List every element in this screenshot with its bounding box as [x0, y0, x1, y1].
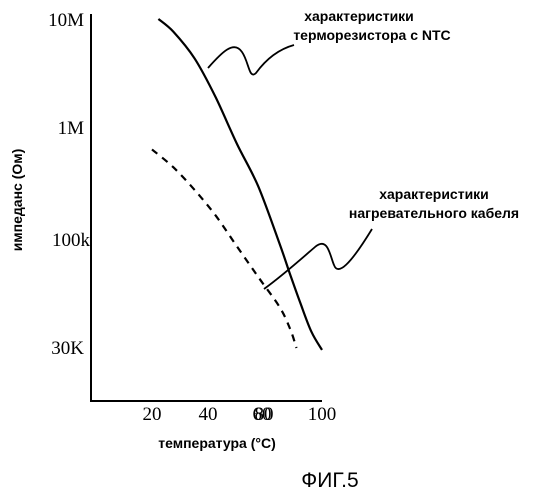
- figure-caption: ФИГ.5: [301, 469, 358, 492]
- axes: [91, 14, 322, 401]
- annotation-ntc-line-1: характеристики: [304, 8, 414, 24]
- x-tick-label-20: 20: [143, 404, 162, 425]
- annotation-ntc-line-2: терморезистора с NTC: [293, 27, 450, 43]
- y-tick-label-100k: 100k: [52, 230, 91, 251]
- annotation-leader-ntc: [208, 45, 294, 75]
- x-tick-label-40: 40: [199, 404, 218, 425]
- annotation-cable-line-1: характеристики: [379, 186, 489, 202]
- annotation-leader-cable: [264, 229, 372, 289]
- x-tick-label-80: 80: [255, 404, 274, 425]
- annotation-cable-line-2: нагревательного кабеля: [349, 205, 519, 221]
- y-tick-label-30k: 30K: [51, 338, 84, 359]
- y-tick-label-1m: 1M: [58, 118, 85, 139]
- series-line-ntc-thermistor: [158, 19, 322, 350]
- x-tick-label-100: 100: [308, 404, 337, 425]
- y-tick-label-10m: 10M: [48, 10, 84, 31]
- y-axis-label: импеданс (Ом): [9, 149, 25, 252]
- x-axis-label: температура (°C): [158, 435, 275, 451]
- series-line-heating-cable: [152, 149, 297, 348]
